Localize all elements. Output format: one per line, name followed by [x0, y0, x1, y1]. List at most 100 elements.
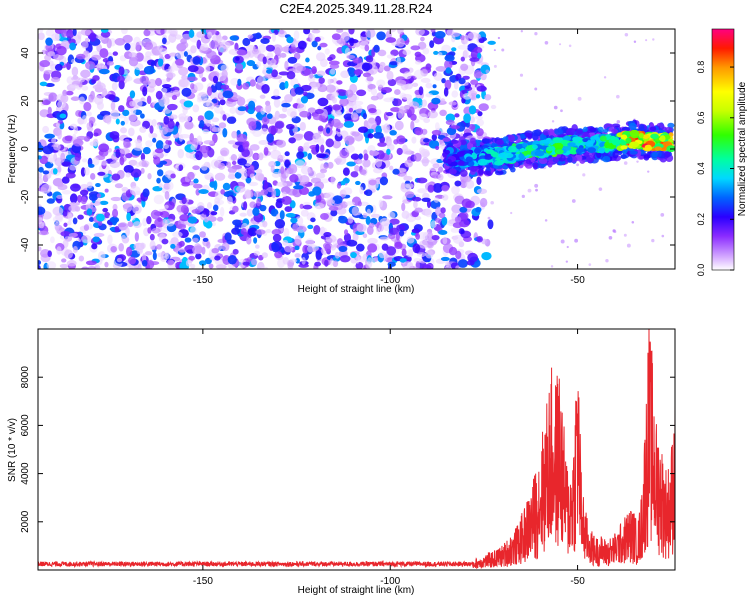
noise-blob [50, 236, 55, 244]
noise-blob [395, 231, 400, 241]
noise-blob [148, 132, 155, 139]
noise-blob [220, 189, 226, 195]
noise-speck [678, 240, 682, 244]
noise-blob [377, 142, 387, 147]
noise-blob [336, 132, 342, 137]
noise-blob [162, 37, 167, 45]
noise-blob [246, 208, 254, 217]
noise-blob [95, 183, 101, 188]
noise-blob [387, 29, 397, 33]
noise-blob [401, 202, 406, 212]
noise-blob [122, 34, 133, 44]
noise-blob [61, 189, 72, 195]
noise-blob [53, 53, 64, 61]
noise-blob [323, 232, 332, 238]
noise-blob [396, 135, 406, 145]
noise-blob [81, 40, 89, 49]
noise-blob [352, 100, 364, 106]
noise-blob [190, 45, 197, 54]
noise-blob [475, 94, 481, 99]
noise-blob [115, 118, 120, 125]
noise-blob [208, 263, 214, 269]
noise-blob [97, 220, 103, 226]
signal-core [642, 134, 650, 139]
noise-blob [317, 45, 322, 51]
noise-blob [180, 38, 187, 45]
noise-blob [86, 181, 93, 189]
noise-blob [437, 173, 444, 181]
noise-blob [284, 151, 290, 157]
noise-blob [411, 136, 417, 144]
noise-blob [42, 125, 50, 134]
noise-speck [497, 36, 501, 40]
signal-core [504, 152, 514, 159]
noise-blob [236, 49, 248, 56]
noise-blob [365, 29, 376, 39]
signal-core [611, 139, 621, 146]
noise-blob [431, 97, 441, 105]
noise-blob [149, 240, 156, 250]
noise-blob [258, 152, 264, 161]
noise-blob [206, 202, 213, 210]
noise-blob [330, 175, 336, 185]
noise-blob [69, 164, 77, 171]
snr-y-axis: 2000 4000 6000 8000 [20, 366, 675, 533]
noise-blob [202, 128, 210, 135]
noise-blob [354, 165, 360, 173]
colorbar-gradient [712, 29, 734, 270]
noise-blob [397, 29, 404, 35]
signal-core [477, 158, 488, 166]
signal-halo [507, 134, 515, 143]
noise-blob [281, 102, 291, 108]
noise-blob [232, 205, 239, 213]
noise-blob [476, 85, 487, 92]
noise-blob [444, 79, 452, 90]
signal-core [567, 142, 576, 147]
noise-blob [319, 168, 328, 174]
noise-blob [150, 209, 160, 220]
signal-halo [667, 122, 675, 129]
noise-blob [161, 238, 169, 245]
noise-speck [571, 199, 576, 203]
noise-blob [94, 82, 106, 92]
noise-blob [454, 216, 462, 223]
noise-blob [195, 188, 200, 196]
noise-blob [340, 180, 346, 186]
noise-blob [288, 163, 298, 174]
noise-blob [311, 66, 317, 75]
noise-blob [470, 49, 479, 60]
noise-blob [280, 166, 285, 175]
noise-speck [565, 260, 568, 263]
noise-blob [427, 110, 438, 119]
noise-blob [376, 227, 381, 235]
noise-blob [217, 162, 226, 170]
noise-blob [38, 144, 44, 152]
noise-blob [386, 112, 394, 117]
noise-blob [445, 113, 456, 123]
noise-blob [228, 48, 240, 55]
noise-blob [134, 231, 139, 242]
noise-blob [232, 219, 242, 226]
noise-blob [289, 46, 297, 54]
noise-blob [270, 149, 282, 160]
noise-blob [104, 188, 109, 193]
noise-speck [490, 200, 494, 205]
noise-blob [88, 163, 95, 168]
noise-blob [344, 135, 355, 146]
noise-blob [61, 258, 67, 263]
noise-blob [164, 251, 170, 260]
noise-blob [222, 128, 228, 138]
signal-core [542, 139, 551, 144]
signal-halo [602, 155, 611, 163]
noise-speck [588, 263, 592, 266]
noise-blob [404, 159, 413, 168]
noise-blob [231, 130, 238, 139]
noise-blob [126, 212, 131, 222]
noise-blob [339, 255, 351, 263]
noise-blob [300, 84, 312, 92]
noise-blob [125, 246, 133, 257]
noise-blob [263, 146, 269, 156]
noise-blob [300, 96, 309, 104]
noise-blob [364, 189, 373, 197]
noise-blob [234, 141, 245, 146]
